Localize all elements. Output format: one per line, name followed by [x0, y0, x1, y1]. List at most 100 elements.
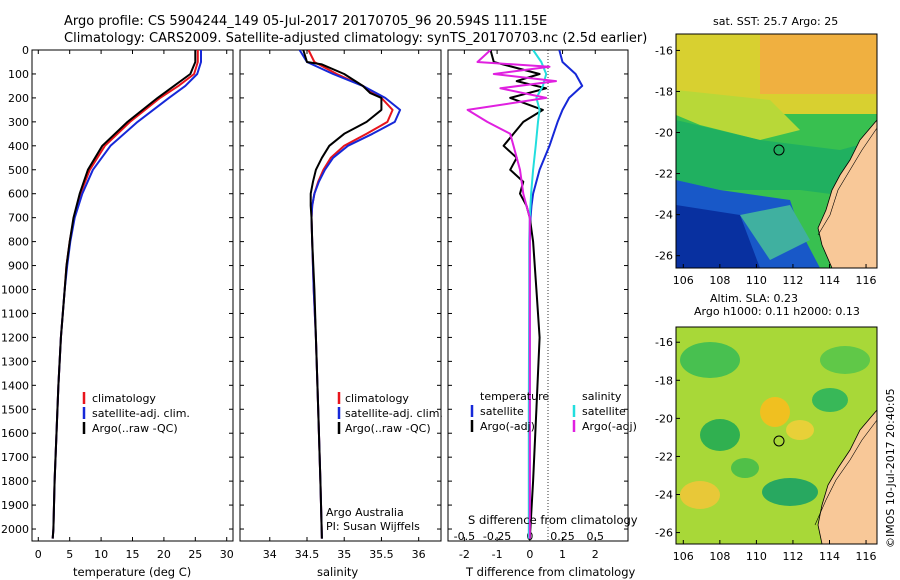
sla-blob-yellow-1 [760, 397, 790, 427]
temperature-series [51, 50, 202, 539]
depth-tick-label: 1900 [1, 499, 29, 512]
legend-label-satellite: satellite-adj. clim. [92, 407, 190, 420]
map-x-tick-label: 110 [746, 274, 767, 287]
x-tick-label: 10 [94, 548, 108, 561]
map-y-tick-label: -22 [655, 450, 673, 463]
sla-blob-green-4 [812, 388, 848, 412]
temperature-panel-frame [31, 49, 234, 542]
depth-tick-label: 200 [8, 92, 29, 105]
map-y-tick-label: -24 [655, 489, 673, 502]
sst-yellow-patch [676, 90, 800, 140]
s-diff-tick-label: 0.5 [587, 530, 605, 543]
x-tick-label: 35 [337, 548, 351, 561]
sst-map-axes: 106 108 110 112 114 116 -16 -18 -20 -22 -24 -26 [655, 44, 877, 287]
land [817, 119, 877, 268]
map-x-tick-label: 112 [782, 550, 803, 563]
series-line-argo-raw-qc- [302, 50, 383, 539]
depth-tick-label: 2000 [1, 523, 29, 536]
depth-tick-label: 0 [22, 44, 29, 57]
depth-tick-label: 900 [8, 260, 29, 273]
sla-blob-green-5 [762, 478, 818, 506]
legend-label-argo: Argo(..raw -QC) [92, 422, 178, 435]
map-y-tick-label: -18 [655, 374, 673, 387]
sla-map-title-1: Altim. SLA: 0.23 [710, 292, 798, 305]
argo-float-marker [773, 144, 785, 156]
sst-map [676, 34, 877, 268]
x-tick-label: 15 [126, 548, 140, 561]
sst-teal-patch [740, 205, 810, 260]
map-y-tick-label: -24 [655, 209, 673, 222]
series-line-climatology [307, 50, 394, 539]
depth-axis: 0 100 200 300 400 500 600 700 800 900 1000 1100 1200… [1, 44, 628, 536]
land [817, 409, 877, 544]
depth-tick-label: 800 [8, 236, 29, 249]
x-tick-label: -2 [459, 548, 470, 561]
title-line-1: Argo profile: CS 5904244_149 05-Jul-2017… [64, 14, 547, 29]
x-tick-label: 34 [263, 548, 277, 561]
temperature-x-label: temperature (deg C) [73, 565, 191, 579]
depth-tick-label: 1700 [1, 451, 29, 464]
legend-label-temp-satellite: satellite [480, 405, 524, 418]
depth-tick-label: 1800 [1, 475, 29, 488]
sla-bathymetry-contour [814, 419, 877, 526]
map-y-tick-label: -20 [655, 127, 673, 140]
legend-label-climatology: climatology [92, 392, 156, 405]
map-x-tick-label: 110 [746, 550, 767, 563]
argo-float-marker [773, 435, 785, 447]
sla-blob-green-2 [820, 346, 870, 374]
legend-label-sal-argo: Argo(-adj) [582, 420, 637, 433]
sst-map-frame [675, 33, 878, 269]
x-tick-label: 0 [35, 548, 42, 561]
annotation-line-1: Argo Australia [326, 506, 404, 519]
series-line-argo-raw-qc- [51, 50, 197, 539]
difference-panel-frame [447, 49, 629, 542]
x-tick-label: 34.5 [295, 548, 320, 561]
x-tick-label: 2 [592, 548, 599, 561]
salinity-x-axis: 34 34.5 35 35.5 36 [263, 50, 426, 561]
map-x-tick-label: 114 [819, 274, 840, 287]
legend-label-satellite: satellite-adj. clim. [345, 407, 443, 420]
depth-tick-label: 1600 [1, 427, 29, 440]
sla-blob-yellow-3 [680, 481, 720, 509]
legend-label-sal-satellite: satellite [582, 405, 626, 418]
difference-x-label: T difference from climatology [465, 565, 636, 579]
temperature-x-axis: 0 5 10 15 20 25 30 [35, 50, 234, 561]
x-tick-label: 1 [559, 548, 566, 561]
difference-x-axis: -2 -1 0 1 2-0.5 -0.25 0 0.25 0.5 [454, 50, 604, 561]
sla-map-frame [675, 326, 878, 545]
difference-x-label-top: S difference from climatology [468, 513, 638, 527]
map-y-tick-label: -26 [655, 527, 673, 540]
s-diff-tick-label: -0.25 [483, 530, 511, 543]
legend-label-argo: Argo(..raw -QC) [345, 422, 431, 435]
depth-tick-label: 1200 [1, 331, 29, 344]
depth-tick-label: 100 [8, 68, 29, 81]
depth-tick-label: 700 [8, 212, 29, 225]
legend-label-climatology: climatology [345, 392, 409, 405]
sst-map-title: sat. SST: 25.7 Argo: 25 [713, 15, 838, 28]
map-y-tick-label: -20 [655, 412, 673, 425]
map-x-tick-label: 116 [856, 550, 877, 563]
title-line-2: Climatology: CARS2009. Satellite-adjuste… [64, 31, 647, 46]
s-diff-tick-label: 0.25 [550, 530, 575, 543]
legend-header-temperature: temperature [480, 390, 549, 403]
map-y-tick-label: -26 [655, 250, 673, 263]
sst-green-mid [676, 120, 877, 200]
depth-tick-label: 1500 [1, 403, 29, 416]
salinity-legend: climatology satellite-adj. clim. Argo(..… [337, 392, 443, 435]
map-y-tick-label: -16 [655, 336, 673, 349]
x-tick-label: 5 [66, 548, 73, 561]
depth-tick-label: 1300 [1, 355, 29, 368]
temperature-legend: climatology satellite-adj. clim. Argo(..… [82, 392, 190, 435]
salinity-series [298, 50, 402, 539]
x-tick-label: -1 [492, 548, 503, 561]
depth-tick-label: 400 [8, 140, 29, 153]
sst-deep-blue [676, 205, 760, 268]
sla-map-axes: 106 108 110 112 114 116 -16 -18 -20 -22 -24 -26 [655, 336, 877, 563]
map-y-tick-label: -22 [655, 168, 673, 181]
s-diff-tick-label: -0.5 [454, 530, 475, 543]
annotation-line-2: PI: Susan Wijffels [326, 520, 420, 533]
depth-tick-label: 300 [8, 116, 29, 129]
map-x-tick-label: 108 [709, 550, 730, 563]
depth-tick-label: 1000 [1, 284, 29, 297]
